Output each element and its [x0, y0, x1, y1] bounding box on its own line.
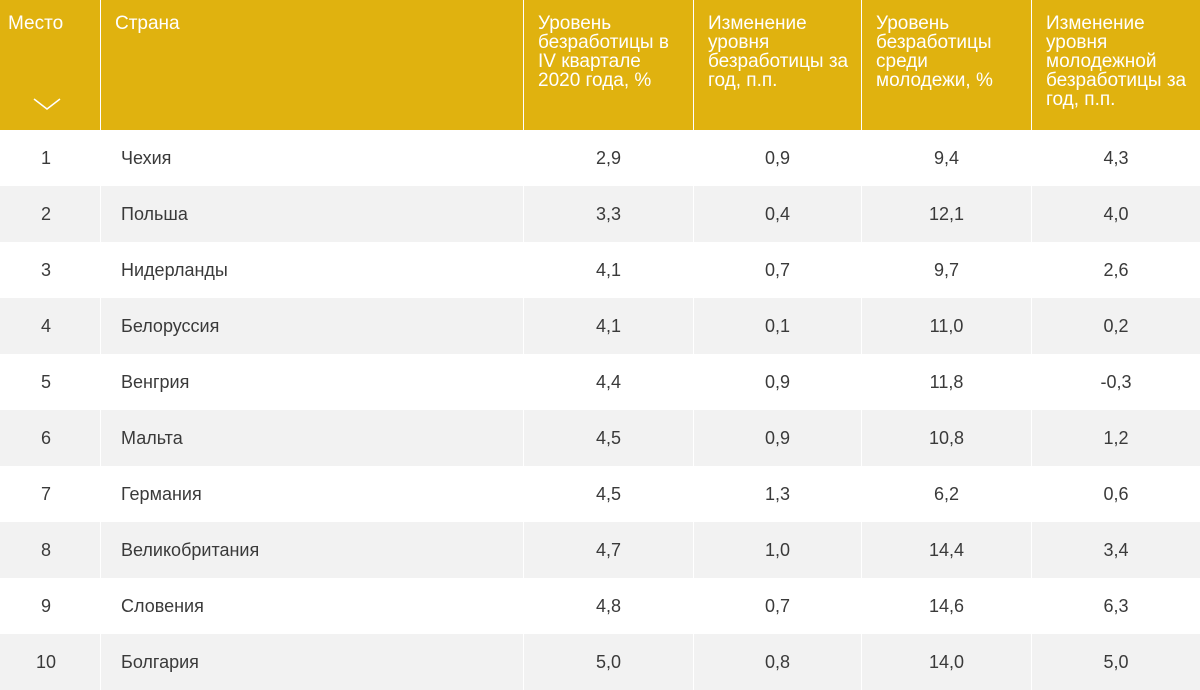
header-youth-unemployment-change[interactable]: Изменение уровня молодежной безработицы …	[1031, 0, 1200, 130]
cell-youth-unemployment: 9,4	[861, 130, 1031, 186]
cell-youth-unemployment: 9,7	[861, 242, 1031, 298]
cell-youth-unemployment-change: 4,0	[1031, 186, 1200, 242]
header-unemployment-q4-label: Уровень безработицы в IV квартале 2020 г…	[538, 13, 669, 91]
cell-unemployment: 4,5	[523, 410, 693, 466]
cell-unemployment: 4,1	[523, 298, 693, 354]
header-unemployment-change-label: Изменение уровня безработицы за год, п.п…	[708, 13, 849, 91]
cell-youth-unemployment-change: 3,4	[1031, 522, 1200, 578]
cell-place: 6	[0, 410, 100, 466]
cell-youth-unemployment-change: 0,2	[1031, 298, 1200, 354]
cell-youth-unemployment-change: 4,3	[1031, 130, 1200, 186]
header-unemployment-q4[interactable]: Уровень безработицы в IV квартале 2020 г…	[523, 0, 693, 130]
header-youth-unemployment-change-label: Изменение уровня молодежной безработицы …	[1046, 13, 1187, 110]
cell-youth-unemployment-change: 1,2	[1031, 410, 1200, 466]
header-youth-unemployment-label: Уровень безработицы среди молодежи, %	[876, 13, 993, 91]
cell-country: Болгария	[100, 634, 523, 690]
cell-unemployment-change: 0,9	[693, 410, 861, 466]
header-place-label: Место	[8, 13, 64, 34]
cell-unemployment: 5,0	[523, 634, 693, 690]
cell-place: 5	[40, 371, 51, 392]
chevron-down-icon[interactable]	[32, 96, 62, 112]
cell-place: 3	[40, 259, 51, 280]
header-place[interactable]: Место	[0, 0, 100, 130]
cell-place: 4	[0, 298, 100, 354]
cell-country: Польша	[100, 186, 523, 242]
cell-country: Венгрия	[100, 354, 523, 410]
cell-youth-unemployment-change: 0,6	[1031, 466, 1200, 522]
cell-place: 8	[0, 522, 100, 578]
header-youth-unemployment[interactable]: Уровень безработицы среди молодежи, %	[861, 0, 1031, 130]
cell-unemployment-change: 1,3	[693, 466, 861, 522]
cell-unemployment-change: 1,0	[693, 522, 861, 578]
header-country-label: Страна	[115, 13, 180, 34]
cell-country: Германия	[100, 466, 523, 522]
table-row: 5 Венгрия 4,4 0,9 11,8 -0,3	[0, 354, 1200, 410]
header-country[interactable]: Страна	[100, 0, 523, 130]
cell-youth-unemployment: 11,8	[861, 354, 1031, 410]
cell-unemployment: 4,5	[523, 466, 693, 522]
cell-place: 2	[0, 186, 100, 242]
cell-place: 1	[40, 147, 51, 168]
cell-unemployment-change: 0,7	[693, 242, 861, 298]
cell-youth-unemployment-change: 5,0	[1031, 634, 1200, 690]
cell-place: 9	[40, 595, 51, 616]
table-row: 1 Чехия 2,9 0,9 9,4 4,3	[0, 130, 1200, 186]
cell-unemployment-change: 0,8	[693, 634, 861, 690]
cell-youth-unemployment: 14,4	[861, 522, 1031, 578]
cell-country: Великобритания	[100, 522, 523, 578]
table-row: 9 Словения 4,8 0,7 14,6 6,3	[0, 578, 1200, 634]
cell-youth-unemployment: 11,0	[861, 298, 1031, 354]
table-row: 4 Белоруссия 4,1 0,1 11,0 0,2	[0, 298, 1200, 354]
cell-country: Белоруссия	[100, 298, 523, 354]
cell-country: Нидерланды	[100, 242, 523, 298]
cell-youth-unemployment: 6,2	[861, 466, 1031, 522]
table-row: 10 Болгария 5,0 0,8 14,0 5,0	[0, 634, 1200, 690]
cell-youth-unemployment: 10,8	[861, 410, 1031, 466]
table-row: 8 Великобритания 4,7 1,0 14,4 3,4	[0, 522, 1200, 578]
table-row: 2 Польша 3,3 0,4 12,1 4,0	[0, 186, 1200, 242]
header-unemployment-change[interactable]: Изменение уровня безработицы за год, п.п…	[693, 0, 861, 130]
cell-unemployment: 3,3	[523, 186, 693, 242]
cell-unemployment: 4,7	[523, 522, 693, 578]
cell-youth-unemployment-change: -0,3	[1031, 354, 1200, 410]
cell-unemployment: 2,9	[523, 130, 693, 186]
table-row: 6 Мальта 4,5 0,9 10,8 1,2	[0, 410, 1200, 466]
cell-unemployment: 4,4	[523, 354, 693, 410]
cell-youth-unemployment: 14,6	[861, 578, 1031, 634]
cell-unemployment: 4,8	[523, 578, 693, 634]
cell-youth-unemployment: 14,0	[861, 634, 1031, 690]
cell-unemployment-change: 0,9	[693, 354, 861, 410]
cell-unemployment-change: 0,9	[693, 130, 861, 186]
table-row: 3 Нидерланды 4,1 0,7 9,7 2,6	[0, 242, 1200, 298]
cell-place: 10	[0, 634, 100, 690]
cell-youth-unemployment: 12,1	[861, 186, 1031, 242]
cell-unemployment-change: 0,4	[693, 186, 861, 242]
cell-country: Мальта	[100, 410, 523, 466]
cell-country: Словения	[100, 578, 523, 634]
cell-place: 7	[40, 483, 51, 504]
cell-country: Чехия	[100, 130, 523, 186]
table-row: 7 Германия 4,5 1,3 6,2 0,6	[0, 466, 1200, 522]
cell-youth-unemployment-change: 2,6	[1031, 242, 1200, 298]
cell-unemployment-change: 0,1	[693, 298, 861, 354]
table-header-row: Место Страна Уровень безработицы в IV кв…	[0, 0, 1200, 130]
cell-youth-unemployment-change: 6,3	[1031, 578, 1200, 634]
cell-unemployment: 4,1	[523, 242, 693, 298]
cell-unemployment-change: 0,7	[693, 578, 861, 634]
